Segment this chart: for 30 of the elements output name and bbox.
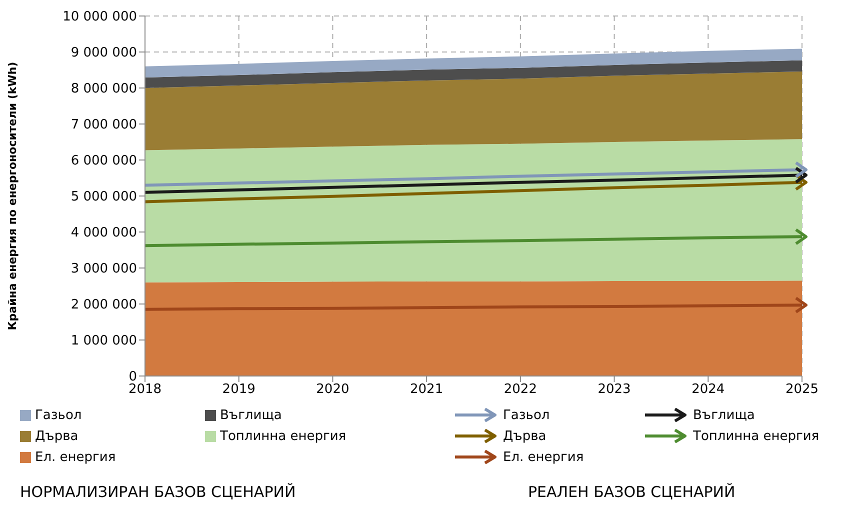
legend-label: Топлинна енергия xyxy=(219,429,348,444)
y-tick-label: 7 000 000 xyxy=(70,118,137,133)
x-tick-label: 2023 xyxy=(598,382,631,398)
legend-label: Дърва xyxy=(502,429,548,444)
y-tick-label: 1 000 000 xyxy=(70,334,137,349)
text: НОРМАЛИЗИРАН БАЗОВ СЦЕНАРИЙ xyxy=(20,483,297,501)
x-tick-label: 2025 xyxy=(785,382,819,398)
legend-label: Въглища xyxy=(219,408,283,423)
y-tick-label: 6 000 000 xyxy=(70,154,137,169)
legend-label: Ел. енергия xyxy=(502,450,585,465)
legend-label: Газьол xyxy=(502,408,551,423)
legend-label: Дърва xyxy=(34,429,80,444)
legend-label: Въглища xyxy=(692,408,756,423)
legend-label: Топлинна енергия xyxy=(692,429,820,444)
x-tick-label: 2018 xyxy=(128,382,162,398)
x-tick-label: 2024 xyxy=(692,382,725,398)
x-tick-label: 2022 xyxy=(504,382,537,398)
y-tick-label: 3 000 000 xyxy=(70,262,137,277)
legend-label: Ел. енергия xyxy=(34,450,117,465)
y-tick-label: 8 000 000 xyxy=(70,82,137,97)
y-tick-label: 9 000 000 xyxy=(70,46,137,61)
legend-label: Газьол xyxy=(34,408,83,423)
y-tick-label: 2 000 000 xyxy=(70,298,137,313)
y-tick-label: 4 000 000 xyxy=(70,226,137,241)
x-tick-label: 2021 xyxy=(410,382,444,398)
text: РЕАЛЕН БАЗОВ СЦЕНАРИЙ xyxy=(528,483,736,501)
x-tick-label: 2020 xyxy=(316,382,350,398)
y-tick-label: 5 000 000 xyxy=(70,190,137,205)
x-tick-label: 2019 xyxy=(222,382,256,398)
y-tick-label: 10 000 000 xyxy=(62,10,137,25)
